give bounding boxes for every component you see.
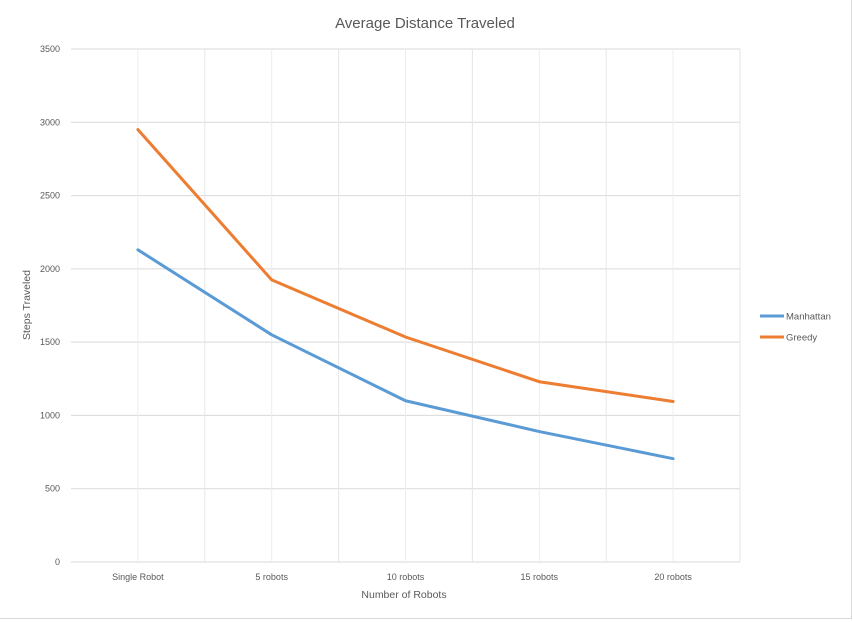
chart-title: Average Distance Traveled <box>335 15 515 32</box>
y-axis-tick-labels: 0 500 1000 1500 2000 2500 3000 3500 <box>40 44 60 567</box>
series-line-greedy <box>136 128 675 404</box>
y-tick-label: 3500 <box>40 44 60 54</box>
y-tick-label: 3000 <box>40 117 60 127</box>
series-lines <box>136 128 675 461</box>
series-line-manhattan <box>136 248 675 461</box>
y-tick-label: 1500 <box>40 337 60 347</box>
y-tick-label: 1000 <box>40 410 60 420</box>
legend: Manhattan Greedy <box>760 312 831 344</box>
gridlines <box>71 48 741 563</box>
x-axis-tick-labels: Single Robot 5 robots 10 robots 15 robots 20… <box>112 572 692 582</box>
y-tick-label: 500 <box>45 484 60 494</box>
y-axis-title: Steps Traveled <box>21 270 33 340</box>
x-tick-label: 10 robots <box>387 572 425 582</box>
x-tick-label: 20 robots <box>654 572 692 582</box>
legend-label: Greedy <box>786 333 817 344</box>
y-tick-label: 0 <box>55 557 60 567</box>
legend-label: Manhattan <box>786 312 831 323</box>
x-tick-label: 15 robots <box>521 572 559 582</box>
x-axis-title: Number of Robots <box>361 589 446 601</box>
y-tick-label: 2500 <box>40 191 60 201</box>
x-tick-label: 5 robots <box>255 572 288 582</box>
x-tick-label: Single Robot <box>112 572 164 582</box>
y-tick-label: 2000 <box>40 264 60 274</box>
